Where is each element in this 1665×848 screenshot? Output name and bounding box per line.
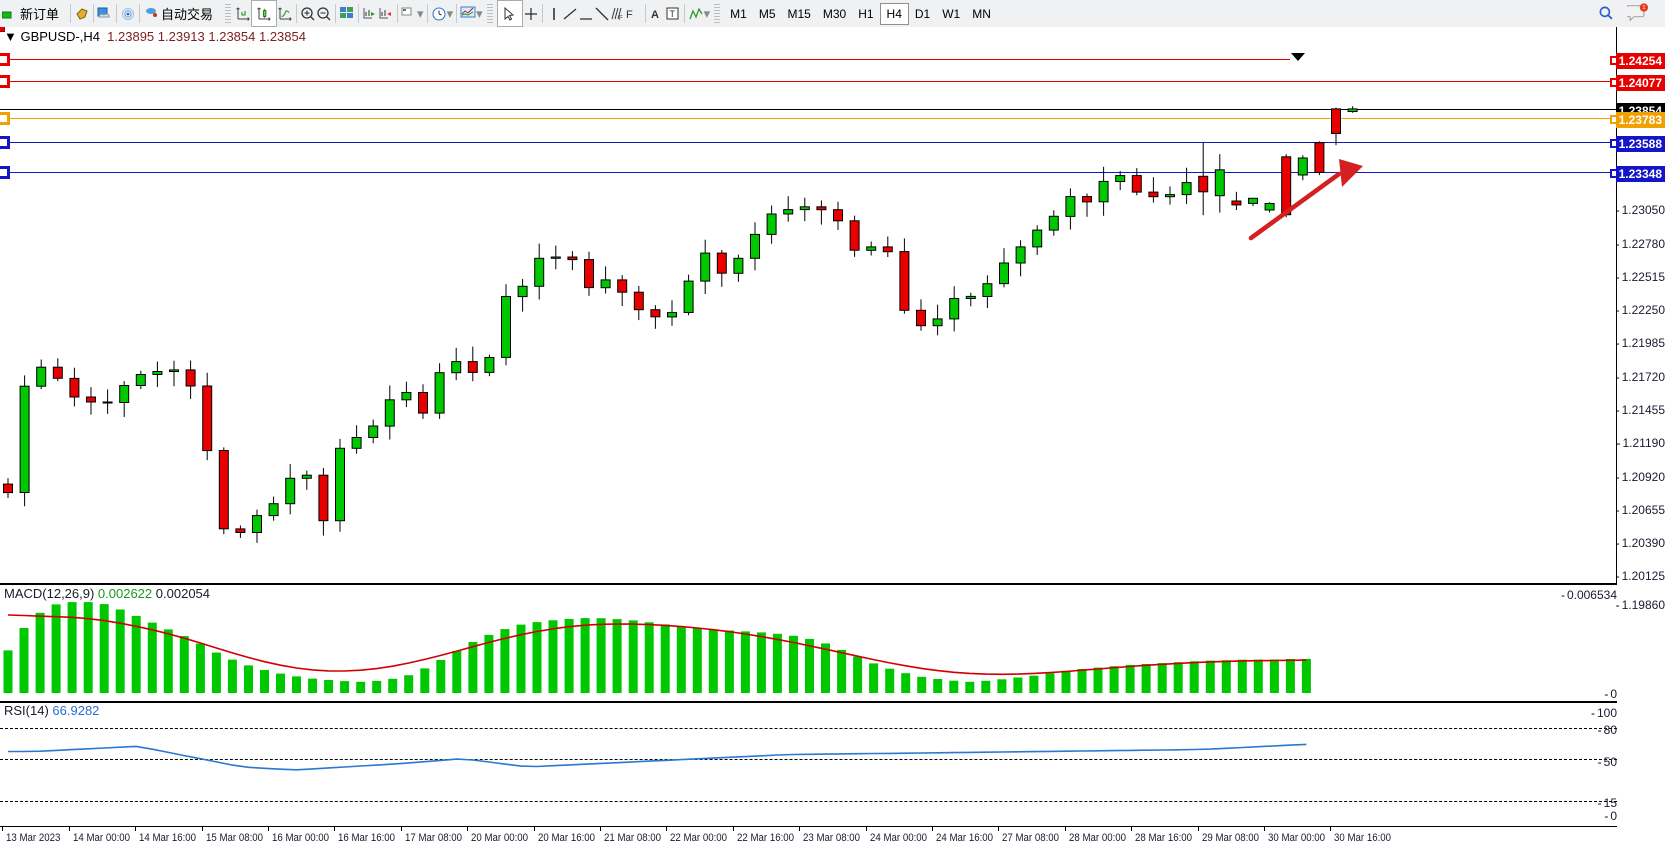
- svg-text:A: A: [651, 9, 659, 21]
- svg-text:T: T: [669, 9, 675, 19]
- svg-text:1: 1: [1642, 5, 1645, 11]
- svg-text:F: F: [626, 9, 633, 21]
- svg-text:F: F: [619, 16, 623, 22]
